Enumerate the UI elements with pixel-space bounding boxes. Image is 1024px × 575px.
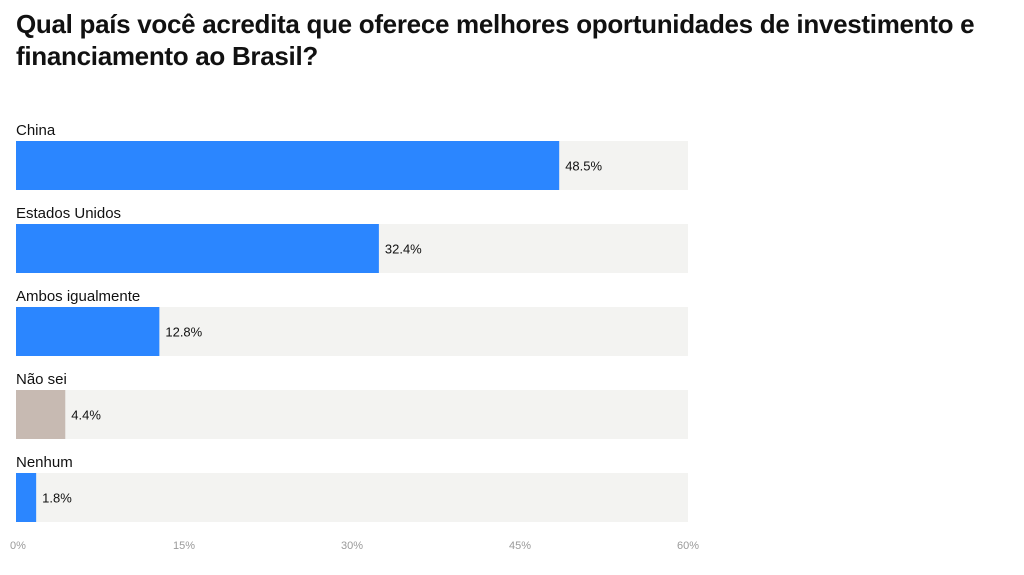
bar	[16, 141, 560, 190]
value-label: 32.4%	[385, 242, 422, 257]
bar	[16, 390, 66, 439]
value-label: 48.5%	[565, 159, 602, 174]
category-label: Não sei	[16, 371, 67, 388]
value-label: 1.8%	[42, 491, 72, 506]
value-label: 4.4%	[71, 408, 101, 423]
chart-title: Qual país você acredita que oferece melh…	[16, 9, 975, 71]
category-label: Estados Unidos	[16, 205, 121, 222]
category-label: Nenhum	[16, 454, 73, 471]
x-tick-label: 0%	[10, 540, 26, 552]
value-label: 12.8%	[165, 325, 202, 340]
x-tick-label: 15%	[173, 540, 195, 552]
bar-track	[16, 473, 688, 522]
bar	[16, 307, 160, 356]
x-tick-label: 45%	[509, 540, 531, 552]
x-tick-label: 30%	[341, 540, 363, 552]
bar-track	[16, 390, 688, 439]
category-label: Ambos igualmente	[16, 288, 140, 305]
bar	[16, 473, 37, 522]
x-tick-label: 60%	[677, 540, 699, 552]
bar	[16, 224, 379, 273]
category-label: China	[16, 122, 56, 139]
